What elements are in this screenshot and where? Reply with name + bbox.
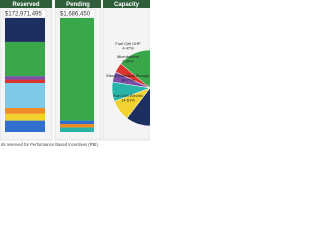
amount: $172,971,495 xyxy=(5,11,42,17)
slice-label: Fuel Cell Electric xyxy=(113,93,143,98)
bar-segment xyxy=(5,120,45,132)
pie xyxy=(111,49,150,127)
panel-header xyxy=(55,0,101,8)
slice-label: Microturbine xyxy=(117,54,140,59)
slice-label: Electrochemical Storage xyxy=(106,73,150,78)
bar-segment xyxy=(60,124,94,128)
slice-label: Fuel Cell CHP xyxy=(115,41,141,46)
bar-segment xyxy=(5,76,45,80)
slice-value-label: 14.71% xyxy=(121,78,135,83)
bar-segment xyxy=(5,113,45,121)
panel-title: Capacity xyxy=(114,2,140,8)
panel-title: Reserved xyxy=(12,2,39,8)
panel-title: Pending xyxy=(66,2,90,8)
slice-value-label: 4.47% xyxy=(122,46,134,51)
bar-segment xyxy=(5,82,45,109)
bar-segment xyxy=(60,18,94,121)
pie-slice xyxy=(126,87,150,127)
amount: $1,686,450 xyxy=(60,11,91,17)
pie-slice xyxy=(120,49,150,89)
bar-segment xyxy=(5,108,45,114)
amount-box xyxy=(58,9,96,18)
footnote: ds reserved for Performance Based Incent… xyxy=(1,142,98,147)
bar-segment xyxy=(5,41,45,77)
dashboard: Reserved $172,971,495 Pending $1,686,450 Cap… xyxy=(0,0,150,150)
bar-segment xyxy=(60,127,94,132)
bar-segment xyxy=(5,79,45,83)
panel-header xyxy=(103,0,150,8)
slice-value-label: 4.04% xyxy=(122,59,134,64)
bar-segment xyxy=(5,18,45,42)
panel-header xyxy=(0,0,52,8)
slice-value-label: 14.61% xyxy=(121,98,135,103)
pie-slice xyxy=(111,81,150,102)
bar-segment xyxy=(60,120,94,125)
amount-box xyxy=(3,9,47,18)
